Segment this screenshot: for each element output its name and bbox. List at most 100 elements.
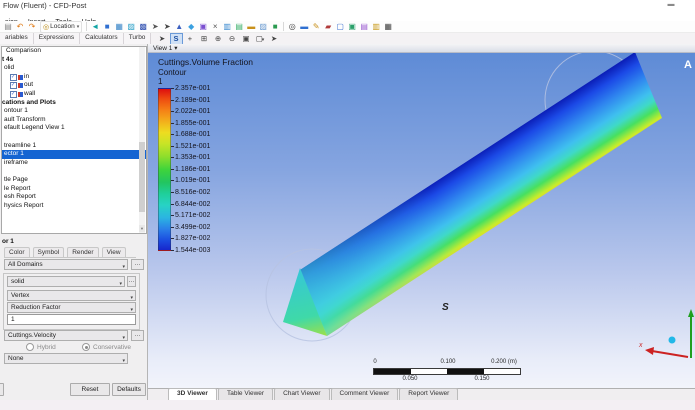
- defaults-button[interactable]: Defaults: [112, 383, 146, 396]
- pencil-icon[interactable]: ✎: [312, 21, 320, 31]
- animation-icon[interactable]: ▤: [360, 21, 368, 31]
- variable-more-button[interactable]: …: [131, 330, 144, 341]
- tree-item-treamline-1[interactable]: treamline 1: [2, 142, 146, 151]
- undo-icon[interactable]: ↶: [16, 21, 24, 31]
- probe-tool-icon[interactable]: ▰: [325, 21, 332, 31]
- tab-table-viewer[interactable]: Table Viewer: [217, 388, 274, 400]
- tab-chart-viewer[interactable]: Chart Viewer: [274, 388, 330, 400]
- timestep-icon[interactable]: ◎: [288, 21, 296, 31]
- view-icon[interactable]: ▢: [336, 21, 344, 31]
- fit-view-icon[interactable]: ▣: [242, 33, 250, 43]
- conservative-radio[interactable]: Conservative: [82, 343, 131, 351]
- checkbox-checked-icon[interactable]: [10, 73, 17, 81]
- tab-3d-viewer[interactable]: 3D Viewer: [168, 388, 217, 400]
- tree-item-wall[interactable]: wall: [2, 90, 146, 99]
- tree-item-efault-legend-view-1[interactable]: efault Legend View 1: [2, 124, 146, 133]
- view-1-tab[interactable]: View 1 ▾: [153, 45, 178, 52]
- chart-icon[interactable]: ▤: [235, 21, 243, 31]
- zoom-in-icon[interactable]: ⊕: [214, 33, 222, 43]
- point-icon[interactable]: ◆: [188, 21, 195, 31]
- domains-more-button[interactable]: …: [131, 259, 144, 270]
- legend-value: 1.688e-001: [170, 131, 211, 139]
- contour-icon[interactable]: ▦: [115, 21, 123, 31]
- tab-turbo[interactable]: Turbo: [123, 33, 152, 44]
- table-icon[interactable]: ▥: [223, 21, 231, 31]
- tree-item-ector-1[interactable]: ector 1: [2, 150, 146, 159]
- reduction-select[interactable]: Reduction Factor ▾: [7, 302, 136, 313]
- tree-item-t-4s[interactable]: t 4s: [2, 56, 146, 65]
- redo-icon[interactable]: ↷: [28, 21, 36, 31]
- locations-select[interactable]: solid ▾: [7, 276, 125, 287]
- comment-icon[interactable]: ▬: [247, 21, 256, 31]
- details-tab-color[interactable]: Color: [4, 247, 30, 257]
- legend-value: 1.827e-002: [170, 235, 211, 243]
- tab-comment-viewer[interactable]: Comment Viewer: [330, 388, 399, 400]
- rotate-icon[interactable]: S: [169, 32, 183, 45]
- tree-item-out[interactable]: out: [2, 81, 146, 90]
- legend-icon[interactable]: ■: [272, 21, 278, 31]
- tree-item-ireframe[interactable]: ireframe: [2, 159, 146, 168]
- snapshot-icon[interactable]: ▣: [348, 21, 356, 31]
- tree-item-ault-transform[interactable]: ault Transform: [2, 116, 146, 125]
- view-select-icon[interactable]: ▢▾: [255, 33, 265, 43]
- zoom-out-icon[interactable]: ⊖: [228, 33, 236, 43]
- legend-value: 1.521e-001: [170, 142, 211, 150]
- figure-icon[interactable]: ▨: [259, 21, 267, 31]
- plane-icon[interactable]: ■: [104, 21, 110, 31]
- select-icon[interactable]: ➤: [158, 33, 166, 43]
- factor-input[interactable]: 1: [7, 314, 136, 325]
- tab-ariables[interactable]: ariables: [0, 33, 34, 44]
- scrollbar-down-arrow[interactable]: ▼: [139, 225, 145, 232]
- projection-select[interactable]: None ▾: [4, 353, 128, 364]
- vector-icon[interactable]: ➤: [151, 21, 159, 31]
- tree-item-ontour-1[interactable]: ontour 1: [2, 107, 146, 116]
- tree-item-comparison[interactable]: Comparison: [2, 47, 146, 56]
- tree-item-esh-report[interactable]: esh Report: [2, 193, 146, 202]
- text-icon[interactable]: ▣: [199, 21, 207, 31]
- tab-report-viewer[interactable]: Report Viewer: [399, 388, 459, 400]
- tree-item-in[interactable]: in: [2, 73, 146, 82]
- tree-scrollbar[interactable]: ▼: [139, 47, 145, 233]
- scrollbar-thumb[interactable]: [139, 142, 145, 212]
- tab-expressions[interactable]: Expressions: [33, 33, 81, 44]
- particle-track-icon[interactable]: ➤: [163, 21, 171, 31]
- details-tab-view[interactable]: View: [101, 247, 126, 257]
- tree-item-olid[interactable]: olid: [2, 64, 146, 73]
- workspace-icon[interactable]: ▤: [4, 21, 12, 31]
- wireframe-icon[interactable]: ◄: [91, 21, 100, 31]
- probe-icon[interactable]: ➤: [270, 33, 278, 43]
- locations-more-button[interactable]: …: [127, 276, 136, 287]
- pan-icon[interactable]: +: [187, 33, 193, 43]
- print-icon[interactable]: ▥: [372, 21, 380, 31]
- details-tab-symbol[interactable]: Symbol: [32, 247, 65, 257]
- clip-icon[interactable]: ×: [212, 21, 218, 31]
- tree-item-tle-page[interactable]: tle Page: [2, 176, 146, 185]
- polyline-icon[interactable]: ▲: [175, 21, 184, 31]
- checkbox-checked-icon[interactable]: [10, 90, 17, 98]
- tree-item-le-report[interactable]: le Report: [2, 185, 146, 194]
- location-button[interactable]: ◎ Location ▾: [40, 20, 83, 33]
- tree-item[interactable]: [2, 167, 146, 176]
- tree-item-hysics-report[interactable]: hysics Report: [2, 202, 146, 211]
- apply-button-cropped[interactable]: [0, 383, 4, 396]
- minimize-button[interactable]: ▬: [667, 1, 675, 8]
- tab-calculators[interactable]: Calculators: [80, 33, 124, 44]
- domains-select[interactable]: All Domains ▾: [4, 259, 128, 270]
- tree-item-cations-and-plots[interactable]: cations and Plots: [2, 99, 146, 108]
- streamline-icon[interactable]: ▨: [127, 21, 135, 31]
- zoom-box-icon[interactable]: ⊞: [200, 33, 208, 43]
- help-icon[interactable]: ▦: [384, 21, 392, 31]
- calculator-icon[interactable]: ▬: [300, 21, 309, 31]
- details-tab-render[interactable]: Render: [67, 247, 99, 257]
- tree-item[interactable]: [2, 133, 146, 142]
- sampling-select[interactable]: Vertex ▾: [7, 290, 136, 301]
- volume-icon[interactable]: ▩: [139, 21, 147, 31]
- 3d-viewport[interactable]: x Cuttings.Volume Fraction Contour 1 2.3…: [148, 53, 695, 388]
- hybrid-radio[interactable]: Hybrid: [26, 343, 56, 351]
- view-tab-strip: View 1 ▾: [148, 44, 695, 53]
- tree-item-label: olid: [4, 64, 15, 72]
- checkbox-checked-icon[interactable]: [10, 81, 17, 90]
- variable-select[interactable]: Cuttings.Velocity ▾: [4, 330, 128, 341]
- variable-value: Cuttings.Velocity: [8, 332, 57, 339]
- reset-button[interactable]: Reset: [70, 383, 110, 396]
